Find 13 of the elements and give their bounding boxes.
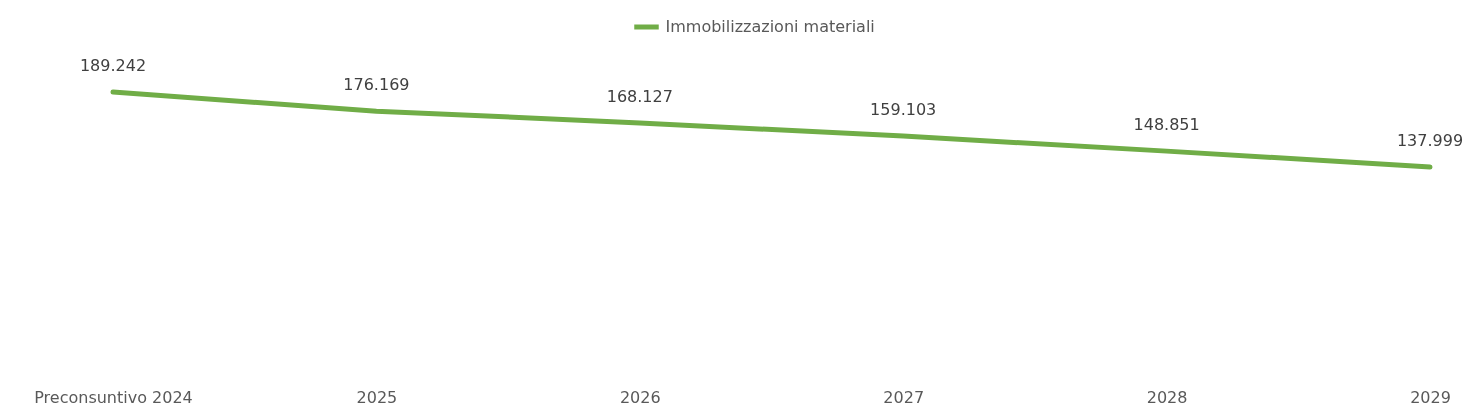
legend-label: Immobilizzazioni materiali	[665, 17, 875, 36]
x-tick-label: 2029	[1410, 387, 1451, 407]
x-tick-label: 2026	[619, 387, 661, 407]
data-label: 148.851	[1133, 115, 1200, 135]
data-label: 137.999	[1396, 131, 1464, 151]
x-tick-label: 2028	[1146, 387, 1188, 407]
x-tick-label: Preconsuntivo 2024	[34, 387, 193, 407]
data-label: 189.242	[79, 56, 147, 75]
x-tick-label: 2025	[356, 387, 398, 407]
data-label: 176.169	[343, 75, 410, 95]
data-label: 159.103	[870, 100, 937, 120]
x-tick-label: 2027	[883, 387, 925, 407]
data-label: 168.127	[606, 86, 673, 106]
